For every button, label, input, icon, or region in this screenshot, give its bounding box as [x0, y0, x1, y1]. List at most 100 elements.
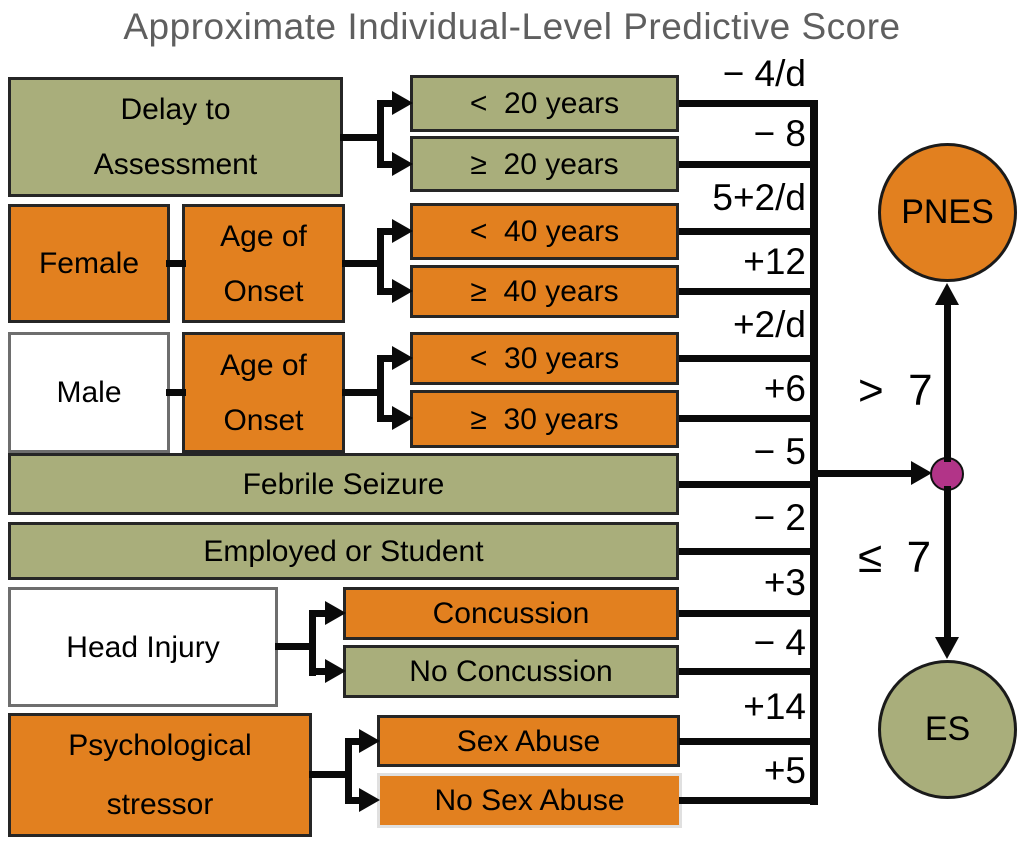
arrow-head	[392, 219, 413, 243]
rung	[679, 161, 818, 168]
connector	[345, 738, 363, 745]
connector	[342, 260, 384, 267]
box-option-ge-20-years: ≥ 20 years	[410, 136, 679, 192]
connector	[377, 161, 395, 168]
option-lt-20-label: < 20 years	[469, 87, 620, 120]
rung	[679, 228, 818, 235]
rung	[679, 668, 818, 675]
connector	[944, 302, 951, 462]
box-option-no-concussion: No Concussion	[343, 645, 679, 698]
box-employed-or-student: Employed or Student	[8, 522, 679, 580]
arrow-head	[325, 659, 346, 683]
threshold-le7-label: ≤ 7	[858, 533, 932, 582]
connector	[166, 260, 186, 267]
connector	[377, 355, 384, 422]
connector	[309, 610, 316, 676]
connector	[345, 738, 352, 804]
connector	[275, 643, 316, 650]
score-lt-20-years: − 4/d	[722, 53, 806, 94]
pnes-circle: PNES	[878, 143, 1017, 282]
age-of-onset-line2: Onset	[223, 403, 304, 437]
score-ge-30-years: +6	[763, 367, 806, 409]
arrow-head	[911, 461, 932, 485]
connector	[944, 486, 951, 640]
female-label: Female	[38, 247, 140, 280]
es-circle: ES	[878, 660, 1017, 799]
option-concussion-label: Concussion	[432, 597, 590, 630]
box-age-of-onset-male: Age of Onset	[182, 332, 345, 453]
arrow-head	[935, 283, 959, 305]
connector	[345, 797, 363, 804]
rung	[679, 738, 818, 745]
box-female: Female	[8, 204, 170, 323]
age-of-onset-line2: Onset	[223, 274, 304, 308]
connector	[309, 771, 352, 778]
score-sex-abuse: +14	[743, 685, 806, 727]
delay-line1: Delay to	[120, 93, 231, 126]
box-male: Male	[8, 332, 170, 453]
rung	[679, 355, 818, 362]
box-option-sex-abuse: Sex Abuse	[377, 715, 680, 767]
box-option-no-sex-abuse: No Sex Abuse	[377, 773, 682, 828]
ladder-line	[810, 100, 818, 805]
arrow-head	[325, 601, 346, 625]
rung	[679, 100, 818, 107]
arrow-head	[935, 637, 959, 659]
score-febrile-seizure: − 5	[753, 430, 806, 472]
box-psychological-stressor: Psychological stressor	[8, 713, 312, 837]
psych-line2: stressor	[106, 788, 214, 821]
rung	[679, 548, 818, 555]
connector	[309, 668, 327, 675]
option-sex-abuse-label: Sex Abuse	[456, 724, 601, 758]
rung	[679, 610, 818, 617]
age-of-onset-line1: Age of	[220, 219, 307, 253]
connector	[340, 134, 384, 141]
option-ge-30-label: ≥ 30 years	[470, 402, 619, 436]
connector	[377, 100, 384, 168]
score-concussion: +3	[763, 561, 806, 603]
rung	[679, 481, 818, 488]
psych-line1: Psychological	[68, 729, 252, 762]
rung	[679, 415, 818, 422]
box-option-ge-30-years: ≥ 30 years	[410, 390, 679, 448]
rung	[679, 288, 818, 295]
connector	[377, 228, 384, 295]
box-febrile-seizure: Febrile Seizure	[8, 453, 679, 515]
arrow-head	[392, 406, 413, 430]
option-ge-20-label: ≥ 20 years	[470, 147, 619, 181]
pnes-label: PNES	[901, 193, 994, 231]
arrow-head	[392, 91, 413, 115]
connector	[166, 389, 186, 396]
box-option-lt-20-years: < 20 years	[410, 75, 679, 132]
box-option-lt-30-years: < 30 years	[410, 332, 679, 385]
box-option-lt-40-years: < 40 years	[410, 203, 679, 260]
connector	[377, 100, 395, 107]
age-of-onset-line1: Age of	[220, 348, 307, 382]
score-employed-or-student: − 2	[753, 497, 806, 538]
arrow-head	[392, 279, 413, 303]
febrile-seizure-label: Febrile Seizure	[242, 467, 445, 501]
box-age-of-onset-female: Age of Onset	[182, 204, 345, 323]
connector	[377, 288, 395, 295]
option-ge-40-label: ≥ 40 years	[470, 275, 619, 308]
connector	[812, 470, 916, 477]
head-injury-label: Head Injury	[66, 630, 220, 664]
employed-or-student-label: Employed or Student	[203, 534, 484, 568]
option-no-sex-abuse-label: No Sex Abuse	[434, 784, 625, 817]
delay-line2: Assessment	[93, 148, 258, 181]
box-delay-to-assessment: Delay to Assessment	[8, 77, 343, 197]
option-no-concussion-label: No Concussion	[409, 655, 613, 688]
arrow-head	[392, 346, 413, 370]
threshold-gt7-label: > 7	[858, 366, 933, 415]
arrow-head	[359, 788, 380, 812]
score-no-concussion: − 4	[753, 621, 806, 663]
box-head-injury: Head Injury	[8, 587, 278, 707]
score-lt-40-years: 5+2/d	[712, 177, 806, 218]
score-lt-30-years: +2/d	[732, 304, 806, 345]
male-label: Male	[56, 376, 122, 409]
connector	[377, 228, 395, 235]
arrow-head	[392, 152, 413, 176]
diagram-title: Approximate Individual-Level Predictive …	[123, 6, 901, 47]
connector	[377, 355, 395, 362]
